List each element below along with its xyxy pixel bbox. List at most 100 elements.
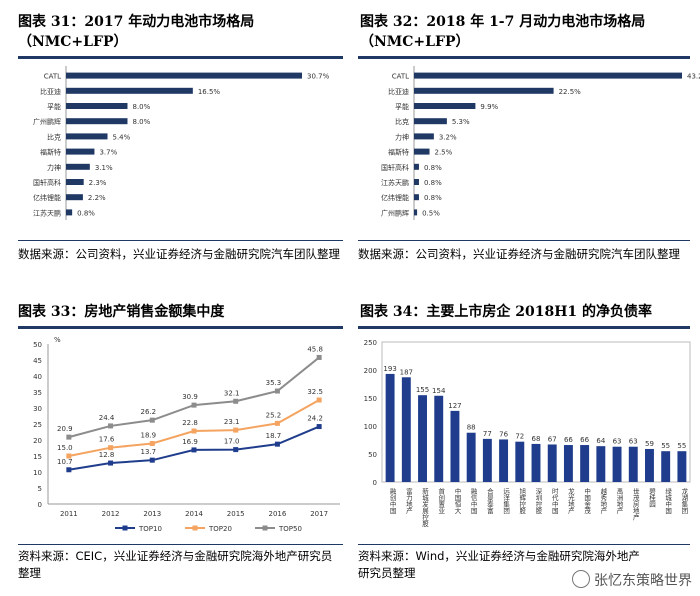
data-label: 0.5%: [422, 209, 440, 217]
x-tick-label: 2015: [227, 510, 245, 518]
data-point: [108, 460, 114, 466]
bar: [66, 87, 193, 94]
category-label: 首创置业: [437, 487, 445, 515]
data-label: 5.4%: [113, 133, 131, 141]
category-label: 国轩高科: [381, 163, 409, 172]
category-label: 融信中国: [469, 487, 477, 516]
chart-32-bottom-rule: [358, 240, 690, 241]
bar: [628, 446, 638, 482]
chart-31-top-rule: [18, 56, 343, 59]
chart-32: CATL 43.2% 比亚迪 22.5% 孚能 9.9% 比克 5.3% 力神 3.2% 福斯特 2.…: [381, 66, 700, 220]
bar: [596, 446, 606, 482]
data-label: 8.0%: [132, 118, 150, 126]
category-label: 融创中国: [388, 487, 396, 516]
x-tick-label: 2013: [143, 510, 161, 518]
data-point: [191, 428, 197, 434]
bar: [66, 179, 84, 185]
data-label: 77: [483, 430, 492, 438]
data-label: 88: [467, 424, 476, 432]
category-label: 时代中国: [550, 487, 558, 516]
wechat-icon: [572, 570, 590, 588]
data-label: 0.8%: [77, 209, 95, 217]
bar: [401, 377, 411, 482]
legend-marker: [262, 525, 268, 531]
data-label: 23.1: [224, 418, 240, 426]
category-label: 力神: [47, 163, 61, 172]
y-tick-label: 45: [33, 357, 42, 365]
bar: [661, 451, 671, 482]
bar: [612, 446, 622, 482]
data-label: 76: [499, 430, 508, 438]
bar: [66, 148, 95, 155]
data-label: 35.3: [266, 379, 282, 387]
data-label: 2.3%: [89, 179, 107, 187]
data-point: [149, 417, 155, 423]
data-point: [66, 434, 72, 440]
y-tick-label: 40: [33, 373, 42, 381]
category-label: 富力地产: [404, 487, 412, 516]
data-label: 26.2: [140, 408, 156, 416]
watermark-text: 张忆东策略世界: [594, 573, 692, 589]
y-tick-label: 150: [364, 395, 377, 403]
category-label: 广州鹏辉: [381, 208, 409, 217]
x-tick-label: 2017: [310, 510, 328, 518]
bar: [677, 451, 687, 482]
data-label: 18.7: [266, 432, 282, 440]
data-label: 17.6: [99, 436, 115, 444]
y-tick-label: 15: [33, 453, 42, 461]
data-point: [191, 447, 197, 453]
data-label: 154: [432, 387, 446, 395]
data-label: 25.2: [266, 411, 282, 419]
category-label: 龙湖集团: [680, 487, 688, 516]
category-label: 碧桂园: [647, 487, 655, 509]
unit-label: %: [54, 336, 61, 344]
category-label: 新城发展控股: [421, 487, 429, 529]
data-label: 16.5%: [198, 88, 221, 96]
x-tick-label: 2016: [269, 510, 287, 518]
legend-label: TOP50: [278, 525, 302, 533]
category-label: 合景泰富: [485, 487, 493, 516]
category-label: 旭辉控股: [518, 487, 526, 516]
watermark: 张忆东策略世界: [572, 570, 692, 590]
data-label: 66: [580, 436, 589, 444]
bar: [66, 103, 128, 109]
data-label: 16.9: [182, 438, 198, 446]
y-tick-label: 200: [364, 367, 377, 375]
bar: [515, 441, 525, 482]
data-label: 0.8%: [424, 179, 442, 187]
data-label: 24.4: [99, 414, 115, 422]
category-label: 孚能: [47, 102, 61, 111]
data-point: [149, 457, 155, 463]
data-label: 13.7: [140, 448, 156, 456]
bar: [414, 103, 476, 109]
y-tick-label: 35: [33, 389, 42, 397]
data-label: 67: [548, 435, 557, 443]
category-label: 比克: [47, 132, 61, 141]
data-point: [191, 402, 197, 408]
data-point: [316, 354, 322, 360]
data-label: 55: [661, 442, 670, 450]
y-tick-label: 100: [364, 423, 377, 431]
data-label: 20.9: [57, 425, 73, 433]
chart-34-source: 资料来源：Wind，兴业证券经济与金融研究院海外地产研究员整理: [358, 549, 640, 580]
chart-32-source: 数据来源：公司资料，兴业证券经济与金融研究院汽车团队整理: [358, 247, 680, 261]
y-tick-label: 25: [33, 421, 42, 429]
chart-31-bottom-rule: [18, 240, 343, 241]
data-point: [274, 388, 280, 394]
bar: [66, 163, 90, 170]
data-label: 32.1: [224, 389, 240, 397]
bar: [66, 118, 128, 125]
data-label: 30.7%: [307, 73, 330, 81]
legend-marker: [122, 525, 128, 531]
data-point: [66, 453, 72, 459]
panel-chart-31: 图表 31：2017 年动力电池市场格局（NMC+LFP） CATL 30.7% 比…: [0, 0, 350, 290]
data-point: [274, 420, 280, 426]
category-label: 比克: [395, 117, 409, 126]
data-label: 63: [613, 438, 622, 446]
bar: [414, 87, 554, 94]
chart-33-bottom-rule: [18, 544, 343, 545]
bar: [385, 373, 395, 482]
bar: [414, 179, 419, 185]
data-label: 30.9: [182, 393, 198, 401]
category-label: 力神: [395, 132, 409, 141]
